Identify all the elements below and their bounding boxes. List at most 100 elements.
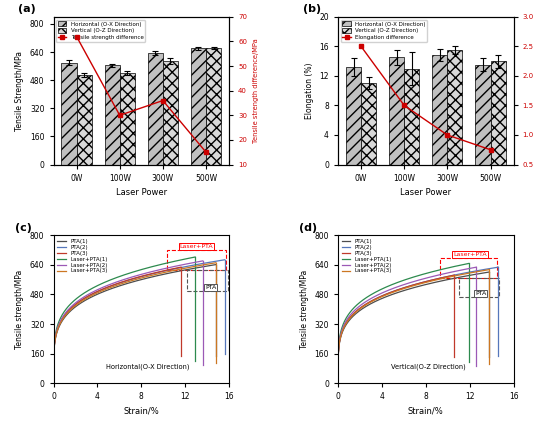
Y-axis label: Tensile strength difference/MPa: Tensile strength difference/MPa (253, 38, 259, 143)
PTA(2) (451, 272, 457, 277)
Laser+PTA(1) (153, 263, 159, 268)
Laser+PTA(2) (351, 308, 358, 313)
PTA(2) (175, 266, 181, 271)
Line: PTA(1): PTA(1) (338, 272, 490, 383)
Laser+PTA(1) (152, 263, 159, 268)
Bar (440, 258, 497, 278)
Laser+PTA(2) (389, 286, 396, 291)
PTA(2) (387, 290, 393, 295)
Laser+PTA(2) (335, 381, 341, 386)
Laser+PTA(2) (200, 258, 206, 264)
PTA(2) (354, 308, 361, 313)
Line: PTA(3): PTA(3) (54, 267, 181, 383)
Text: Horizontal(O-X Direction): Horizontal(O-X Direction) (106, 363, 190, 370)
Laser+PTA(1) (430, 269, 436, 274)
Laser+PTA(1) (465, 261, 472, 266)
Text: (a): (a) (18, 4, 36, 14)
Laser+PTA(2) (434, 273, 441, 278)
Legend: PTA(1), PTA(2), PTA(3), Laser+PTA(1), Laser+PTA(2), Laser+PTA(3): PTA(1), PTA(2), PTA(3), Laser+PTA(1), La… (341, 238, 393, 274)
Bar (361, 83, 376, 165)
PTA(2) (174, 266, 180, 271)
PTA(3) (178, 265, 184, 270)
Bar (346, 67, 361, 165)
Bar (62, 63, 77, 165)
Text: (b): (b) (303, 4, 321, 14)
Bar (458, 278, 499, 297)
PTA(2) (398, 286, 404, 291)
Line: Laser+PTA(3): Laser+PTA(3) (54, 263, 216, 383)
Line: PTA(1): PTA(1) (54, 264, 216, 383)
Bar (476, 65, 491, 165)
Laser+PTA(3) (50, 381, 57, 386)
PTA(1) (103, 288, 110, 293)
Laser+PTA(1) (67, 301, 74, 306)
Text: Laser+PTA: Laser+PTA (453, 252, 487, 257)
PTA(2) (50, 381, 57, 386)
Bar (77, 75, 91, 165)
Laser+PTA(2) (50, 381, 57, 386)
Bar (187, 271, 228, 291)
PTA(3) (66, 308, 72, 313)
PTA(2) (118, 280, 125, 285)
PTA(3) (408, 283, 415, 288)
Bar (148, 53, 163, 165)
PTA(1) (50, 381, 57, 386)
PTA(2) (435, 276, 442, 281)
Bar (206, 48, 221, 165)
Laser+PTA(1) (377, 287, 384, 292)
Laser+PTA(2) (99, 285, 105, 290)
Laser+PTA(3) (114, 282, 121, 288)
Bar (389, 57, 404, 165)
Laser+PTA(2) (109, 281, 116, 286)
Legend: Horizontal (O-X Direction), Vertical (O-Z Direction), Elongation difference: Horizontal (O-X Direction), Vertical (O-… (341, 20, 427, 42)
Line: Laser+PTA(1): Laser+PTA(1) (338, 264, 469, 383)
Laser+PTA(2) (422, 276, 428, 281)
PTA(3) (142, 273, 149, 278)
PTA(3) (419, 280, 425, 285)
Legend: PTA(1), PTA(2), PTA(3), Laser+PTA(1), Laser+PTA(2), Laser+PTA(3): PTA(1), PTA(2), PTA(3), Laser+PTA(1), La… (56, 238, 109, 274)
PTA(3) (143, 272, 149, 277)
Laser+PTA(2) (159, 266, 165, 272)
PTA(3) (50, 381, 57, 386)
PTA(2) (221, 257, 228, 262)
Bar (166, 250, 226, 269)
Y-axis label: Tensile strength/MPa: Tensile strength/MPa (300, 269, 309, 349)
PTA(1) (70, 306, 77, 311)
Laser+PTA(1) (96, 282, 103, 287)
PTA(2) (106, 284, 112, 289)
Bar (432, 55, 447, 165)
Bar (191, 48, 206, 165)
Laser+PTA(3) (353, 309, 360, 314)
Laser+PTA(3) (395, 288, 401, 293)
Laser+PTA(2) (144, 270, 151, 275)
PTA(1) (152, 274, 159, 279)
Y-axis label: Elongation (%): Elongation (%) (305, 62, 314, 119)
Y-axis label: Tensile Strength/MPa: Tensile Strength/MPa (16, 51, 24, 131)
Bar (120, 73, 135, 165)
PTA(3) (92, 290, 98, 295)
PTA(2) (495, 265, 501, 270)
PTA(3) (451, 272, 457, 277)
Laser+PTA(2) (158, 267, 164, 272)
PTA(3) (335, 381, 341, 386)
X-axis label: Strain/%: Strain/% (408, 407, 444, 416)
Legend: Horizontal (O-X Direction), Vertical (O-Z Direction), Tensile strength differenc: Horizontal (O-X Direction), Vertical (O-… (56, 20, 146, 42)
PTA(3) (419, 280, 426, 285)
Laser+PTA(1) (50, 381, 57, 386)
Laser+PTA(3) (445, 275, 452, 280)
Laser+PTA(1) (335, 381, 341, 386)
PTA(3) (349, 313, 355, 318)
Y-axis label: Tensile strength/MPa: Tensile strength/MPa (16, 269, 24, 349)
PTA(2) (335, 381, 341, 386)
Line: Laser+PTA(3): Laser+PTA(3) (338, 269, 490, 383)
Laser+PTA(3) (103, 287, 110, 292)
PTA(1) (335, 381, 341, 386)
Bar (105, 65, 120, 165)
PTA(3) (131, 276, 137, 281)
Laser+PTA(2) (473, 265, 479, 270)
Laser+PTA(3) (444, 275, 450, 280)
Laser+PTA(1) (192, 254, 198, 259)
Laser+PTA(2) (380, 290, 386, 295)
Laser+PTA(1) (386, 283, 393, 288)
Text: Vertical(O-Z Direction): Vertical(O-Z Direction) (391, 363, 465, 370)
